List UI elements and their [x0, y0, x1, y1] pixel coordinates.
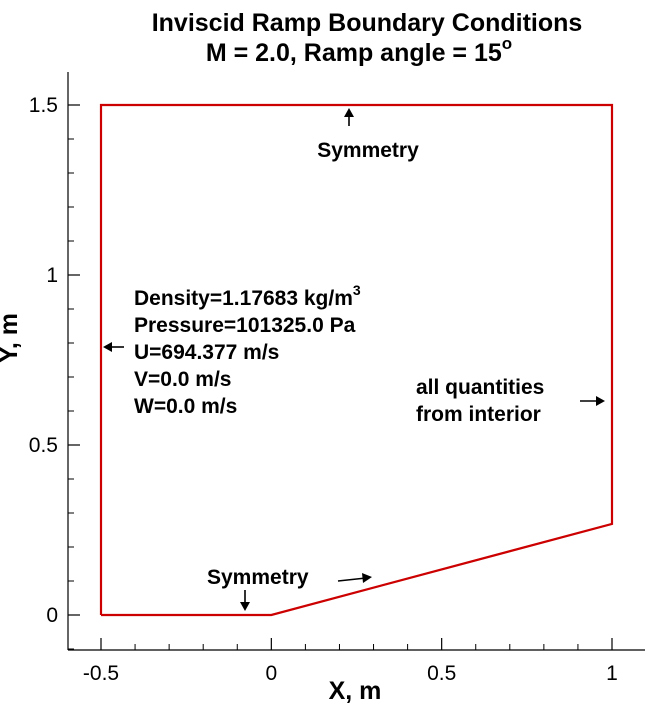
- inlet-u: U=694.377 m/s: [134, 341, 279, 364]
- top-symmetry-label: Symmetry: [317, 139, 419, 162]
- y-ticks: 0 0.5 1 1.5: [29, 94, 80, 650]
- outlet-label-line1: all quantities: [416, 376, 544, 399]
- annotations: Symmetry Density=1.17683 kg/m3 Pressure=…: [103, 108, 605, 611]
- x-ticks: -0.5 0 0.5 1: [83, 638, 618, 685]
- axes: [67, 72, 645, 651]
- x-tick-label: 1: [606, 662, 618, 685]
- x-axis-label: X, m: [329, 677, 382, 705]
- bottom-symmetry-label: Symmetry: [207, 566, 309, 589]
- degree-symbol: o: [502, 34, 512, 53]
- inlet-v: V=0.0 m/s: [134, 368, 231, 391]
- x-tick-label: -0.5: [83, 662, 119, 685]
- inlet-density: Density=1.17683 kg/m3: [134, 282, 361, 310]
- inlet-pressure: Pressure=101325.0 Pa: [134, 314, 356, 337]
- outlet-arrow-head: [596, 396, 605, 406]
- top-symmetry-arrow-head: [344, 108, 354, 117]
- inlet-density-superscript: 3: [353, 282, 361, 298]
- ramp-arrow-head: [362, 573, 372, 583]
- y-axis-label: Y, m: [0, 313, 23, 363]
- x-tick-label: 0: [265, 662, 277, 685]
- y-tick-label: 1: [46, 264, 58, 287]
- outlet-label-line2: from interior: [416, 403, 541, 426]
- ramp-arrow-shaft: [337, 577, 367, 582]
- boundary-line: [99, 103, 614, 617]
- inlet-arrow-head: [103, 342, 112, 352]
- chart-title-line2: M = 2.0, Ramp angle = 15o: [206, 34, 512, 67]
- chart-title-line2-text: M = 2.0, Ramp angle = 15: [206, 39, 502, 67]
- series-group: [99, 103, 614, 617]
- bottom-symmetry-arrow-head: [240, 602, 250, 611]
- inlet-w: W=0.0 m/s: [134, 395, 237, 418]
- y-tick-label: 1.5: [29, 94, 58, 117]
- y-tick-label: 0: [46, 604, 58, 627]
- y-tick-label: 0.5: [29, 434, 58, 457]
- chart-title-line1: Inviscid Ramp Boundary Conditions: [152, 9, 583, 37]
- inlet-density-text: Density=1.17683 kg/m: [134, 287, 353, 310]
- x-tick-label: 0.5: [427, 662, 456, 685]
